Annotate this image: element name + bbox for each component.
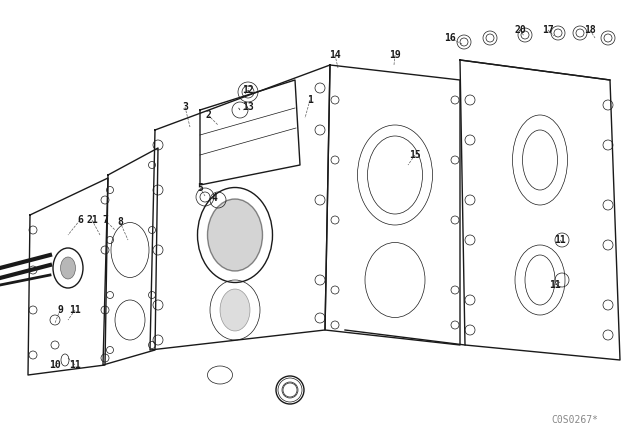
Text: 7: 7	[102, 215, 108, 225]
Text: 13: 13	[242, 102, 254, 112]
Ellipse shape	[61, 257, 76, 279]
Text: 8: 8	[117, 217, 123, 227]
Text: 10: 10	[49, 360, 61, 370]
Text: 21: 21	[86, 215, 98, 225]
Text: 20: 20	[514, 25, 526, 35]
Text: 3: 3	[182, 102, 188, 112]
Text: 9: 9	[57, 305, 63, 315]
Text: 15: 15	[409, 150, 421, 160]
Ellipse shape	[207, 199, 262, 271]
Text: 11: 11	[549, 280, 561, 290]
Text: 11: 11	[554, 235, 566, 245]
Text: 2: 2	[205, 110, 211, 120]
Text: 4: 4	[212, 193, 218, 203]
Text: C0S0267*: C0S0267*	[552, 415, 598, 425]
Text: 17: 17	[542, 25, 554, 35]
Text: 14: 14	[329, 50, 341, 60]
Text: 19: 19	[389, 50, 401, 60]
Text: 1: 1	[307, 95, 313, 105]
Ellipse shape	[220, 289, 250, 331]
Text: 18: 18	[584, 25, 596, 35]
Text: 16: 16	[444, 33, 456, 43]
Text: 6: 6	[77, 215, 83, 225]
Text: 12: 12	[242, 85, 254, 95]
Text: 11: 11	[69, 305, 81, 315]
Text: 11: 11	[69, 360, 81, 370]
Text: 5: 5	[197, 183, 203, 193]
